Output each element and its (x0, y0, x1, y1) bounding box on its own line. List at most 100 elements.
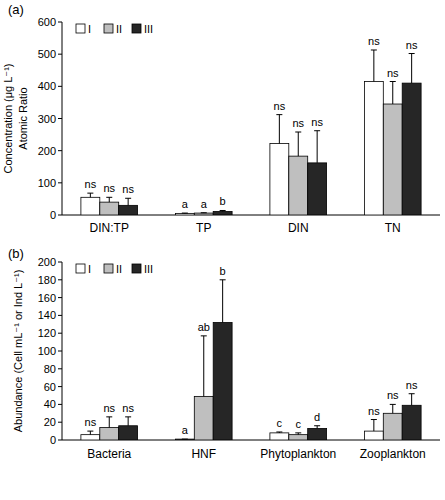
error-cap (314, 425, 320, 426)
error-cap (220, 210, 226, 211)
significance-label: ns (311, 116, 323, 128)
bar (308, 428, 327, 440)
x-tick-label: Phytoplankton (260, 447, 336, 461)
bar (213, 323, 232, 440)
y-tick-label: 0 (50, 434, 56, 446)
error-bar (276, 431, 282, 433)
significance-label: ns (122, 183, 134, 195)
error-stem (90, 431, 91, 435)
error-stem (317, 131, 318, 163)
annotations: nsnsnsaabnsnsnsnsnsns (85, 35, 418, 210)
y-tick-label: 100 (38, 177, 56, 189)
x-tick-label: Zooplankton (360, 447, 426, 461)
y-tick-label: 300 (38, 113, 56, 125)
error-stem (298, 132, 299, 156)
significance-label: ns (103, 402, 115, 414)
error-bar (201, 336, 207, 397)
legend-label: II (116, 263, 122, 275)
legend: IIIIII (76, 23, 153, 35)
x-tick-label: Bacteria (87, 447, 131, 461)
significance-label: ns (406, 39, 418, 51)
legend-swatch (132, 24, 141, 33)
y-axis-label: Atomic Ratio (17, 87, 29, 149)
error-cap (182, 213, 188, 214)
error-stem (279, 115, 280, 144)
y-tick-label: 40 (44, 398, 56, 410)
error-cap (87, 193, 93, 194)
error-cap (390, 81, 396, 82)
y-tick (58, 315, 62, 316)
bar (383, 413, 402, 440)
error-cap (182, 439, 188, 440)
error-cap (201, 335, 207, 336)
y-tick-label: 0 (50, 209, 56, 221)
significance-label: a (182, 198, 189, 210)
y-tick (58, 262, 62, 263)
y-tick (58, 422, 62, 423)
error-cap (276, 114, 282, 115)
bar (194, 213, 213, 215)
y-tick (58, 386, 62, 387)
significance-label: d (314, 411, 320, 423)
panel-label: (a) (8, 2, 24, 17)
significance-label: b (220, 265, 226, 277)
y-tick (58, 279, 62, 280)
y-tick-label: 180 (38, 274, 56, 286)
legend-label: I (88, 263, 91, 275)
error-bar (314, 131, 320, 163)
error-bar (314, 426, 320, 429)
error-bar (220, 280, 226, 323)
error-cap (371, 419, 377, 420)
significance-label: ns (387, 389, 399, 401)
significance-label: ns (85, 416, 97, 428)
bars (81, 50, 421, 215)
legend-label: II (116, 23, 122, 35)
legend-label: III (144, 23, 153, 35)
x-tick-label: HNF (191, 447, 216, 461)
y-axis-label: Abundance (Cell mL⁻¹ or Ind L⁻¹) (12, 270, 24, 433)
error-bar (182, 213, 188, 214)
significance-label: ns (274, 100, 286, 112)
panel: (a)0100200300400500600Concentration (μg … (2, 2, 440, 235)
error-bar (390, 404, 396, 413)
significance-label: ns (122, 402, 134, 414)
bar (364, 431, 383, 440)
error-bar (125, 198, 131, 205)
error-cap (295, 432, 301, 433)
error-bar (409, 394, 415, 406)
y-tick-label: 600 (38, 16, 56, 28)
y-tick-label: 500 (38, 48, 56, 60)
bar (100, 428, 119, 440)
y-tick (58, 333, 62, 334)
error-cap (390, 404, 396, 405)
error-bar (276, 115, 282, 144)
y-tick (58, 297, 62, 298)
error-stem (411, 394, 412, 406)
error-stem (109, 417, 110, 428)
y-tick-label: 100 (38, 345, 56, 357)
y-tick (58, 54, 62, 55)
y-tick-label: 80 (44, 363, 56, 375)
error-stem (128, 198, 129, 205)
significance-label: ns (292, 117, 304, 129)
significance-label: ns (387, 67, 399, 79)
y-tick (58, 404, 62, 405)
bar (402, 83, 421, 215)
y-tick (58, 351, 62, 352)
error-cap (409, 53, 415, 54)
y-tick (58, 215, 62, 216)
legend-swatch (132, 264, 141, 273)
bar (175, 439, 194, 440)
error-bar (87, 431, 93, 435)
error-stem (90, 193, 91, 197)
chart-root: (a)0100200300400500600Concentration (μg … (0, 0, 445, 500)
significance-label: a (201, 198, 208, 210)
bar (194, 396, 213, 440)
bar (402, 405, 421, 440)
bar (119, 426, 138, 440)
error-bar (87, 193, 93, 197)
error-stem (109, 197, 110, 202)
error-bar (106, 197, 112, 202)
significance-label: ns (368, 35, 380, 47)
significance-label: c (296, 418, 302, 430)
